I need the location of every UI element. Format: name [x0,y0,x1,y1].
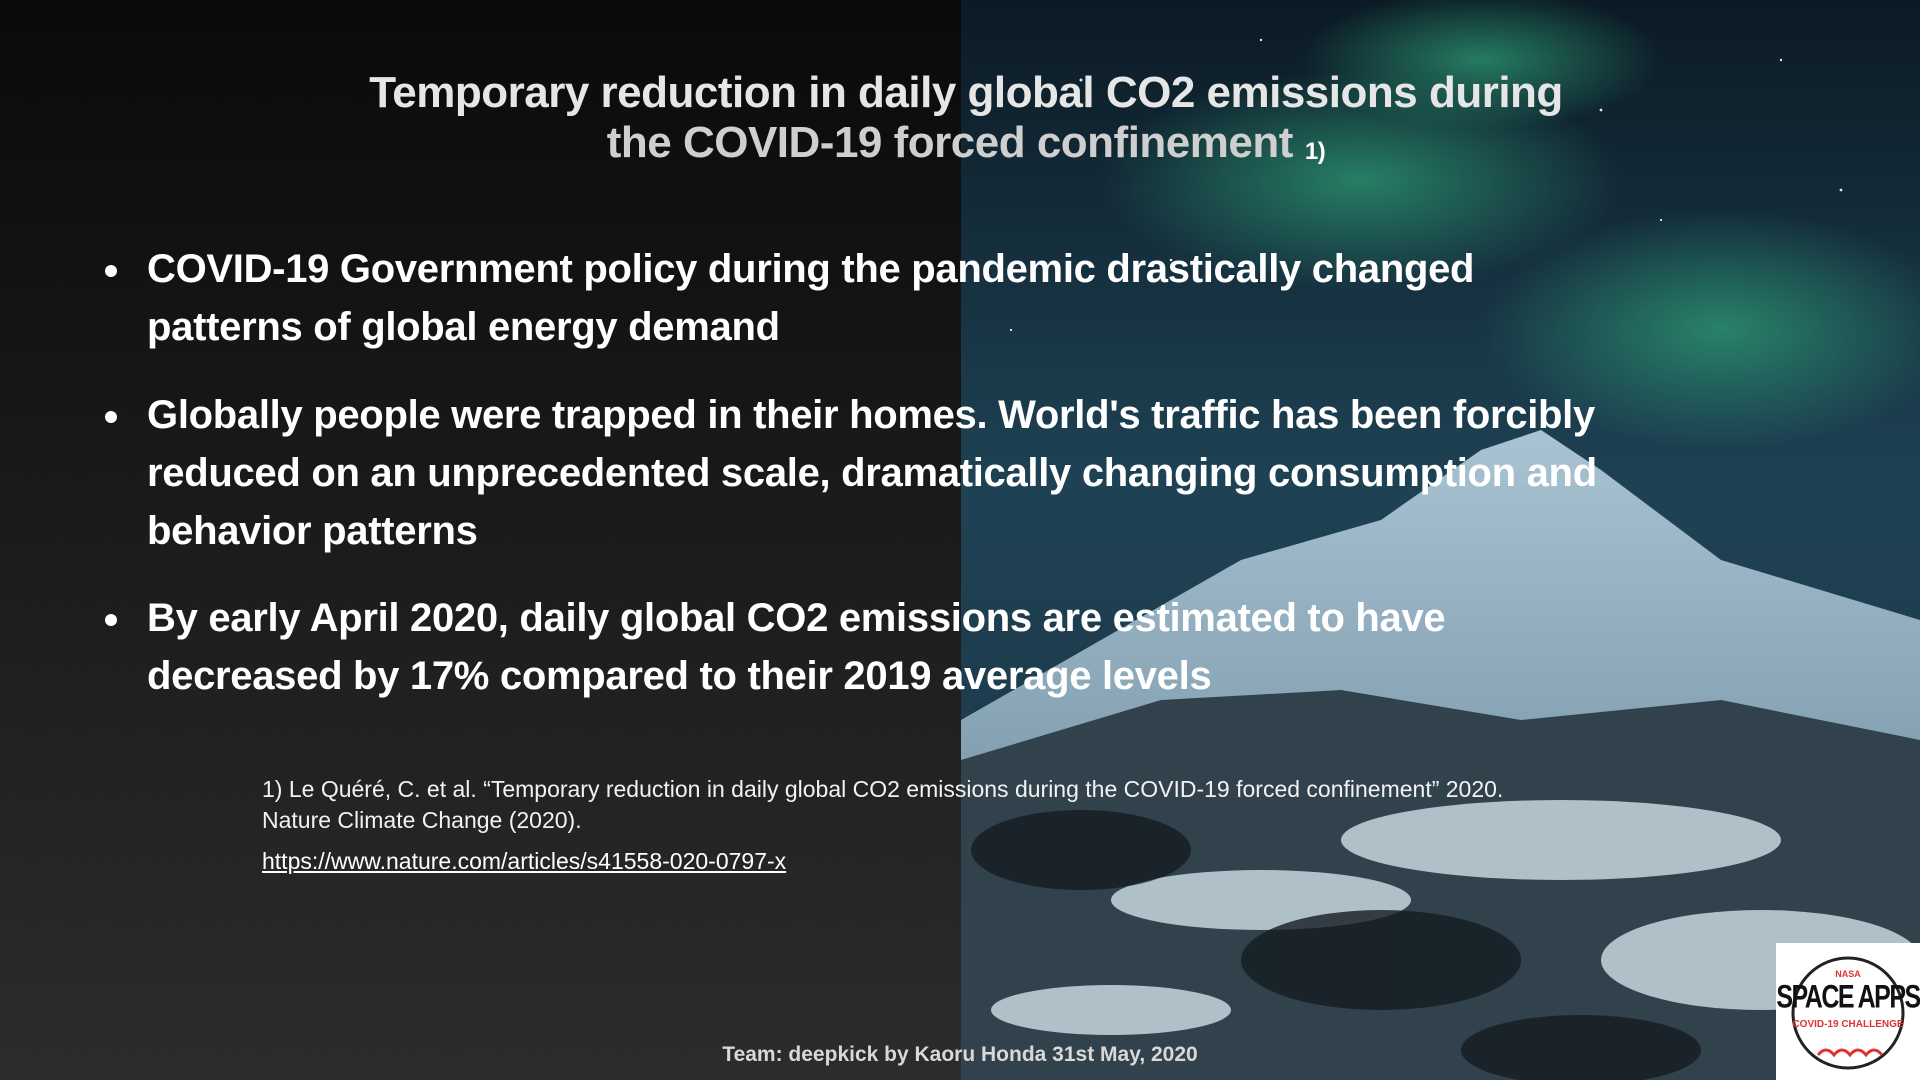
bullet-line: By early April 2020, daily global CO2 em… [147,596,1446,640]
bullet-line: behavior patterns [147,509,478,553]
logo-name: SPACE APPS [1776,978,1920,1016]
bullet-line: patterns of global energy demand [147,305,780,349]
bullet-line: reduced on an unprecedented scale, drama… [147,451,1597,495]
bullet-line: decreased by 17% compared to their 2019 … [147,654,1212,698]
bullet: COVID-19 Government policy during the pa… [104,240,1475,356]
title-line-wrap: the COVID-19 forced confinement 1) [0,118,1920,168]
reference-line: Nature Climate Change (2020). [262,807,582,833]
background-landscape [961,0,1920,1080]
title-line: Temporary reduction in daily global CO2 … [369,68,1563,117]
logo-ring [1791,956,1905,1070]
footnote-marker: 1) [1304,138,1326,165]
title-line: the COVID-19 forced confinement [606,118,1294,167]
reference-line: 1) Le Quéré, C. et al. “Temporary reduct… [262,776,1504,802]
bullet-line: Globally people were trapped in their ho… [147,393,1595,437]
bullet-line: COVID-19 Government policy during the pa… [147,247,1475,291]
reference-link[interactable]: https://www.nature.com/articles/s41558-0… [262,848,787,874]
logo: NASA SPACE APPS COVID-19 CHALLENGE [1776,943,1920,1080]
footer: Team: deepkick by Kaoru Honda 31st May, … [722,1043,1198,1066]
bullet: By early April 2020, daily global CO2 em… [104,589,1446,705]
logo-challenge: COVID-19 CHALLENGE [1792,1019,1904,1030]
logo-org: NASA [1835,969,1861,979]
bullet: Globally people were trapped in their ho… [105,386,1597,560]
